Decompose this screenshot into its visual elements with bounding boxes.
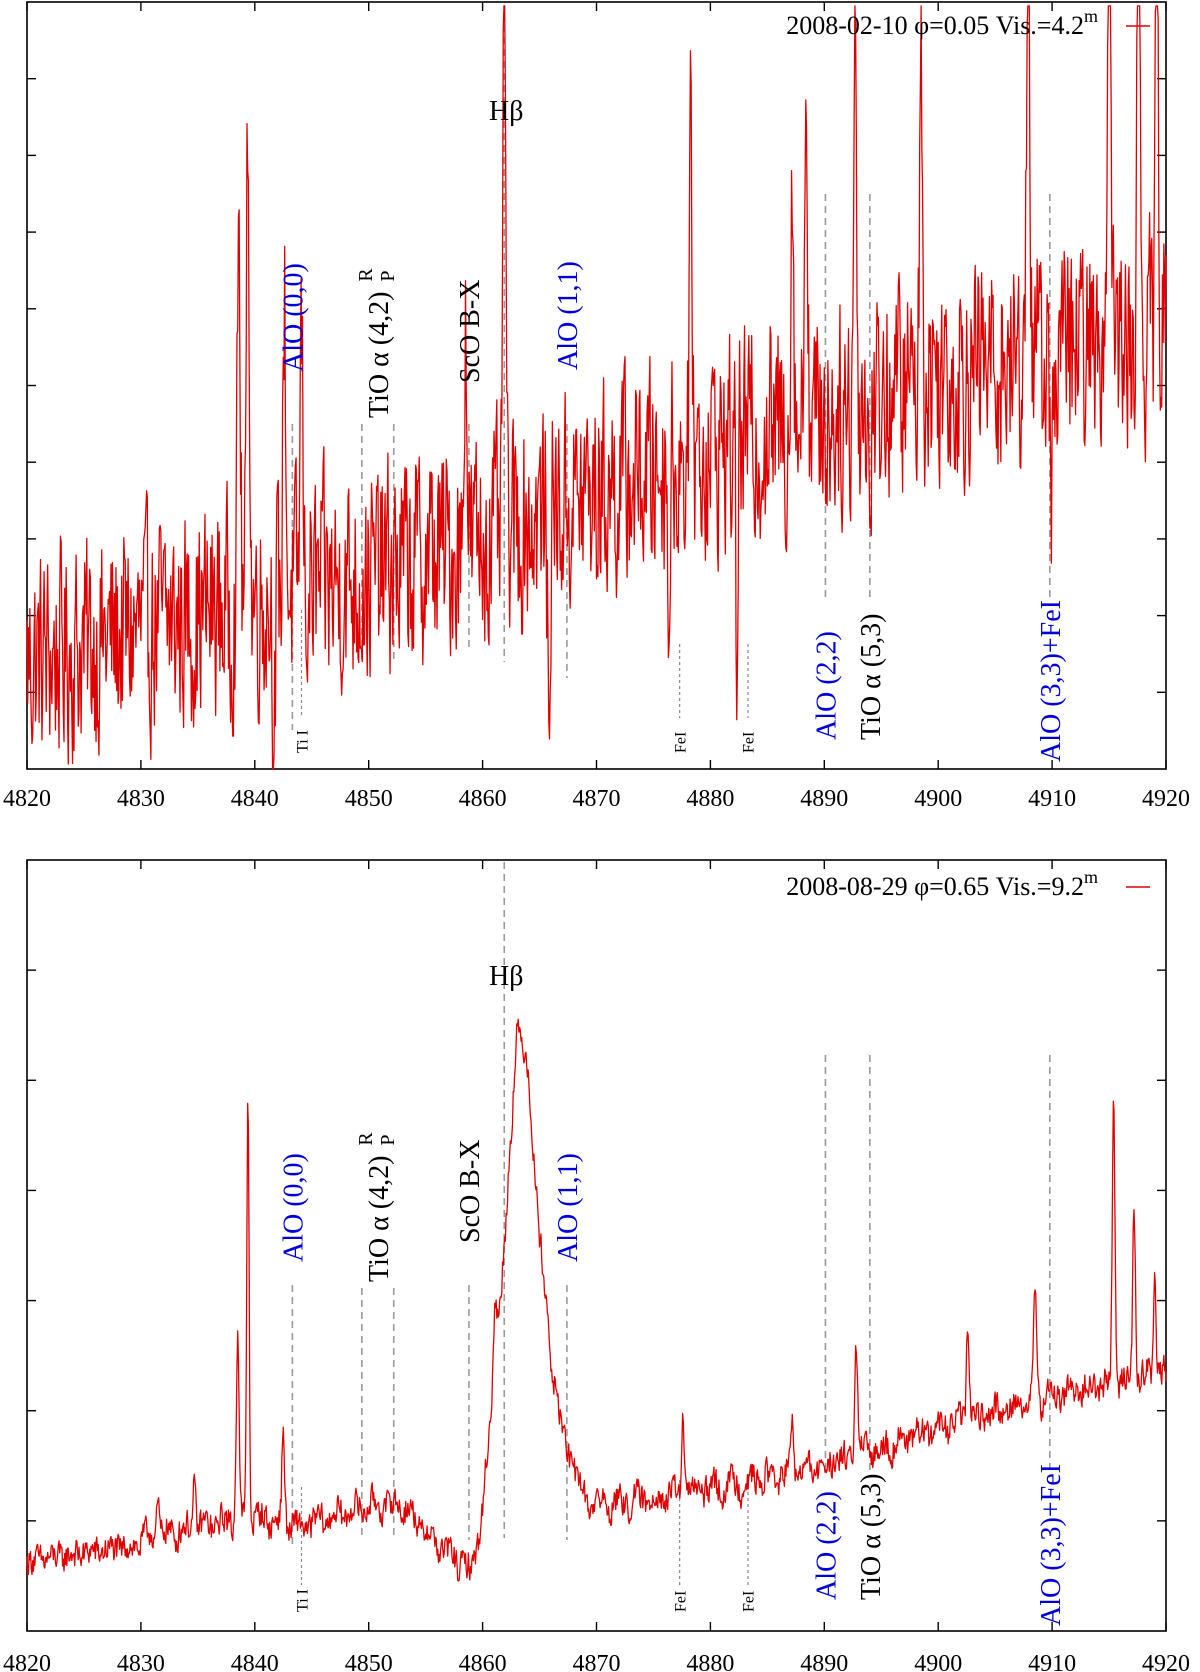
annotation-label: AlO (0,0) [278,263,309,372]
x-tick-label: 4920 [1142,786,1190,812]
x-tick-label: 4820 [3,786,51,812]
legend-superscript: m [1084,6,1098,26]
x-tick-label: 4910 [1028,786,1076,812]
annotation-label: TiO α (4,2) [364,292,395,418]
x-tick-label: 4830 [117,1651,165,1672]
annotation-alo-0-0: AlO (0,0) [278,263,309,372]
annotation-label: FeI [741,732,758,753]
x-tick-label: 4850 [345,1651,393,1672]
annotation-sco-b-x: ScO B-X [455,280,486,383]
annotation-tio-5-3: TiO α (5,3) [856,1474,887,1600]
x-tick-label: 4910 [1028,1651,1076,1672]
annotation-label: AlO (1,1) [553,261,584,370]
annotation-label: TiO α (5,3) [856,614,887,740]
legend-superscript: m [1084,867,1098,887]
annotation-label: ScO B-X [455,1140,486,1243]
annotation-label: AlO (3,3)+FeI [1036,600,1067,762]
annotation-label: AlO (3,3)+FeI [1036,1464,1067,1626]
annotation-alo-3-3-fei: AlO (3,3)+FeI [1036,1464,1067,1626]
annotation-label: AlO (2,2) [812,1491,843,1600]
x-tick-label: 4860 [459,1651,507,1672]
annotation-alo-2-2: AlO (2,2) [812,631,843,740]
x-tick-label: 4900 [914,786,962,812]
branch-label-r: R [355,268,377,282]
branch-label-p: P [377,270,399,281]
annotation-fei: FeI [672,732,689,753]
annotation-label: FeI [741,1591,758,1612]
x-tick-label: 4890 [800,786,848,812]
annotation-label: Ti I [294,1589,311,1612]
legend-text: 2008-08-29 φ=0.65 Vis.=9.2 [786,872,1084,901]
annotation-label: AlO (1,1) [553,1153,584,1262]
annotation-label: ScO B-X [455,280,486,383]
x-tick-label: 4900 [914,1651,962,1672]
annotation-label: FeI [672,1591,689,1612]
annotation-label: TiO α (5,3) [856,1474,887,1600]
spectrum-line-2008-08-29 [26,1018,1167,1582]
annotation-sco-b-x: ScO B-X [455,1140,486,1243]
annotation-alo-0-0: AlO (0,0) [278,1153,309,1262]
annotation-alo-3-3-fei: AlO (3,3)+FeI [1036,600,1067,762]
annotation-alo-1-1: AlO (1,1) [553,261,584,370]
annotation-alo-1-1: AlO (1,1) [553,1153,584,1262]
x-tick-label: 4880 [686,1651,734,1672]
annotation-h: Hβ [489,961,523,992]
x-tick-label: 4840 [231,786,279,812]
x-tick-label: 4880 [686,786,734,812]
x-tick-label: 4850 [345,786,393,812]
annotation-label: AlO (0,0) [278,1153,309,1262]
spectrum-panel-1: 4820 4830 4840 4850 4860 4870 4880 4890 4900 4910… [3,1,1190,812]
annotation-tio-4-2: TiO α (4,2) R P [355,268,399,418]
annotation-label: Ti I [294,730,311,753]
annotation-label: AlO (2,2) [812,631,843,740]
x-tick-label: 4820 [3,1651,51,1672]
spectrum-line-2008-02-10 [26,5,1167,770]
legend-text: 2008-02-10 φ=0.05 Vis.=4.2 [786,11,1084,40]
annotation-ti-i: Ti I [294,730,311,753]
plot-frame [26,859,1167,1632]
annotation-label: FeI [672,732,689,753]
x-tick-label: 4870 [573,786,621,812]
annotation-tio-4-2: TiO α (4,2) R P [355,1132,399,1282]
x-tick-label: 4870 [573,1651,621,1672]
legend-label: 2008-02-10 φ=0.05 Vis.=4.2m [786,6,1098,40]
x-tick-label: 4920 [1142,1651,1190,1672]
annotation-fei: FeI [741,732,758,753]
annotation-ti-i: Ti I [294,1589,311,1612]
x-tick-label: 4890 [800,1651,848,1672]
x-tick-label: 4840 [231,1651,279,1672]
branch-label-p: P [377,1134,399,1145]
branch-label-r: R [355,1132,377,1146]
annotation-label: Hβ [489,96,523,127]
annotation-label: TiO α (4,2) [364,1156,395,1282]
annotation-label: Hβ [489,961,523,992]
x-tick-label: 4860 [459,786,507,812]
x-tick-label: 4830 [117,786,165,812]
annotation-fei: FeI [741,1591,758,1612]
annotation-alo-2-2: AlO (2,2) [812,1491,843,1600]
annotation-fei: FeI [672,1591,689,1612]
legend-label: 2008-08-29 φ=0.65 Vis.=9.2m [786,867,1098,901]
annotation-tio-5-3: TiO α (5,3) [856,614,887,740]
annotation-h: Hβ [489,96,523,127]
spectrum-panel-2: 4820 4830 4840 4850 4860 4870 4880 4890 4900 4910… [3,859,1190,1672]
